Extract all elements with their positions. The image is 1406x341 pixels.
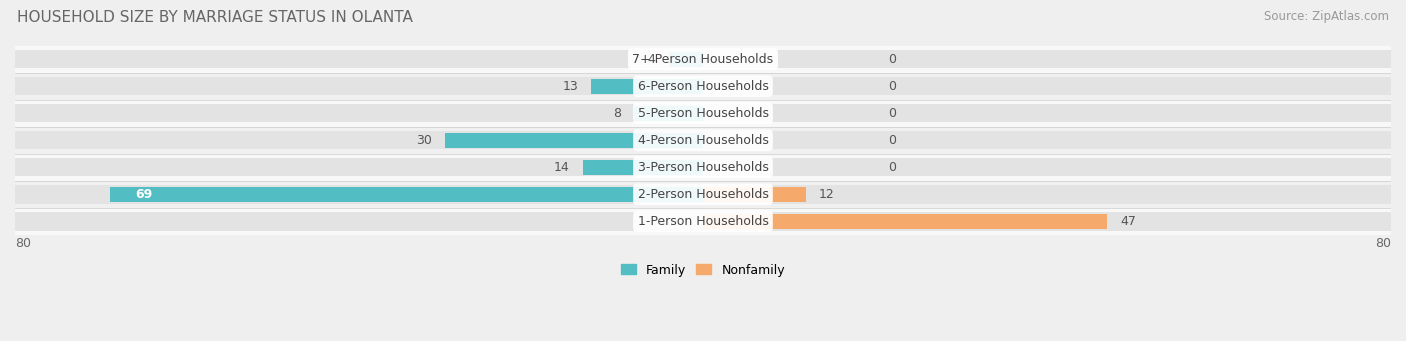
Text: 6-Person Households: 6-Person Households [637, 80, 769, 93]
Text: 2-Person Households: 2-Person Households [637, 188, 769, 201]
Text: 80: 80 [15, 237, 31, 250]
Bar [703, 187, 806, 202]
Text: 7+ Person Households: 7+ Person Households [633, 53, 773, 66]
Text: 4-Person Households: 4-Person Households [637, 134, 769, 147]
Bar [15, 100, 1391, 127]
Bar [15, 46, 1391, 73]
Bar [582, 160, 703, 175]
Legend: Family, Nonfamily: Family, Nonfamily [616, 258, 790, 282]
Bar [15, 208, 1391, 235]
Bar [15, 158, 1391, 177]
Text: 12: 12 [820, 188, 835, 201]
Bar [669, 52, 703, 67]
Text: 14: 14 [554, 161, 569, 174]
Bar [15, 104, 1391, 122]
Text: 5-Person Households: 5-Person Households [637, 107, 769, 120]
Text: 30: 30 [416, 134, 432, 147]
Text: 1-Person Households: 1-Person Households [637, 215, 769, 228]
Bar [15, 77, 1391, 95]
Bar [110, 187, 703, 202]
Bar [591, 79, 703, 94]
Text: 0: 0 [889, 161, 896, 174]
Text: 0: 0 [889, 80, 896, 93]
Bar [703, 214, 1107, 229]
Text: 0: 0 [889, 134, 896, 147]
Text: 47: 47 [1121, 215, 1136, 228]
Text: Source: ZipAtlas.com: Source: ZipAtlas.com [1264, 10, 1389, 23]
Bar [15, 185, 1391, 204]
Bar [634, 106, 703, 121]
Text: 0: 0 [889, 53, 896, 66]
Text: 80: 80 [1375, 237, 1391, 250]
Bar [15, 131, 1391, 149]
Bar [15, 50, 1391, 69]
Text: 0: 0 [889, 107, 896, 120]
Text: 69: 69 [135, 188, 153, 201]
Text: 3-Person Households: 3-Person Households [637, 161, 769, 174]
Text: 4: 4 [648, 53, 655, 66]
Bar [15, 181, 1391, 208]
Bar [15, 127, 1391, 154]
Bar [15, 73, 1391, 100]
Text: 13: 13 [562, 80, 578, 93]
Bar [15, 212, 1391, 231]
Text: 8: 8 [613, 107, 621, 120]
Text: HOUSEHOLD SIZE BY MARRIAGE STATUS IN OLANTA: HOUSEHOLD SIZE BY MARRIAGE STATUS IN OLA… [17, 10, 413, 25]
Bar [15, 154, 1391, 181]
Bar [446, 133, 703, 148]
